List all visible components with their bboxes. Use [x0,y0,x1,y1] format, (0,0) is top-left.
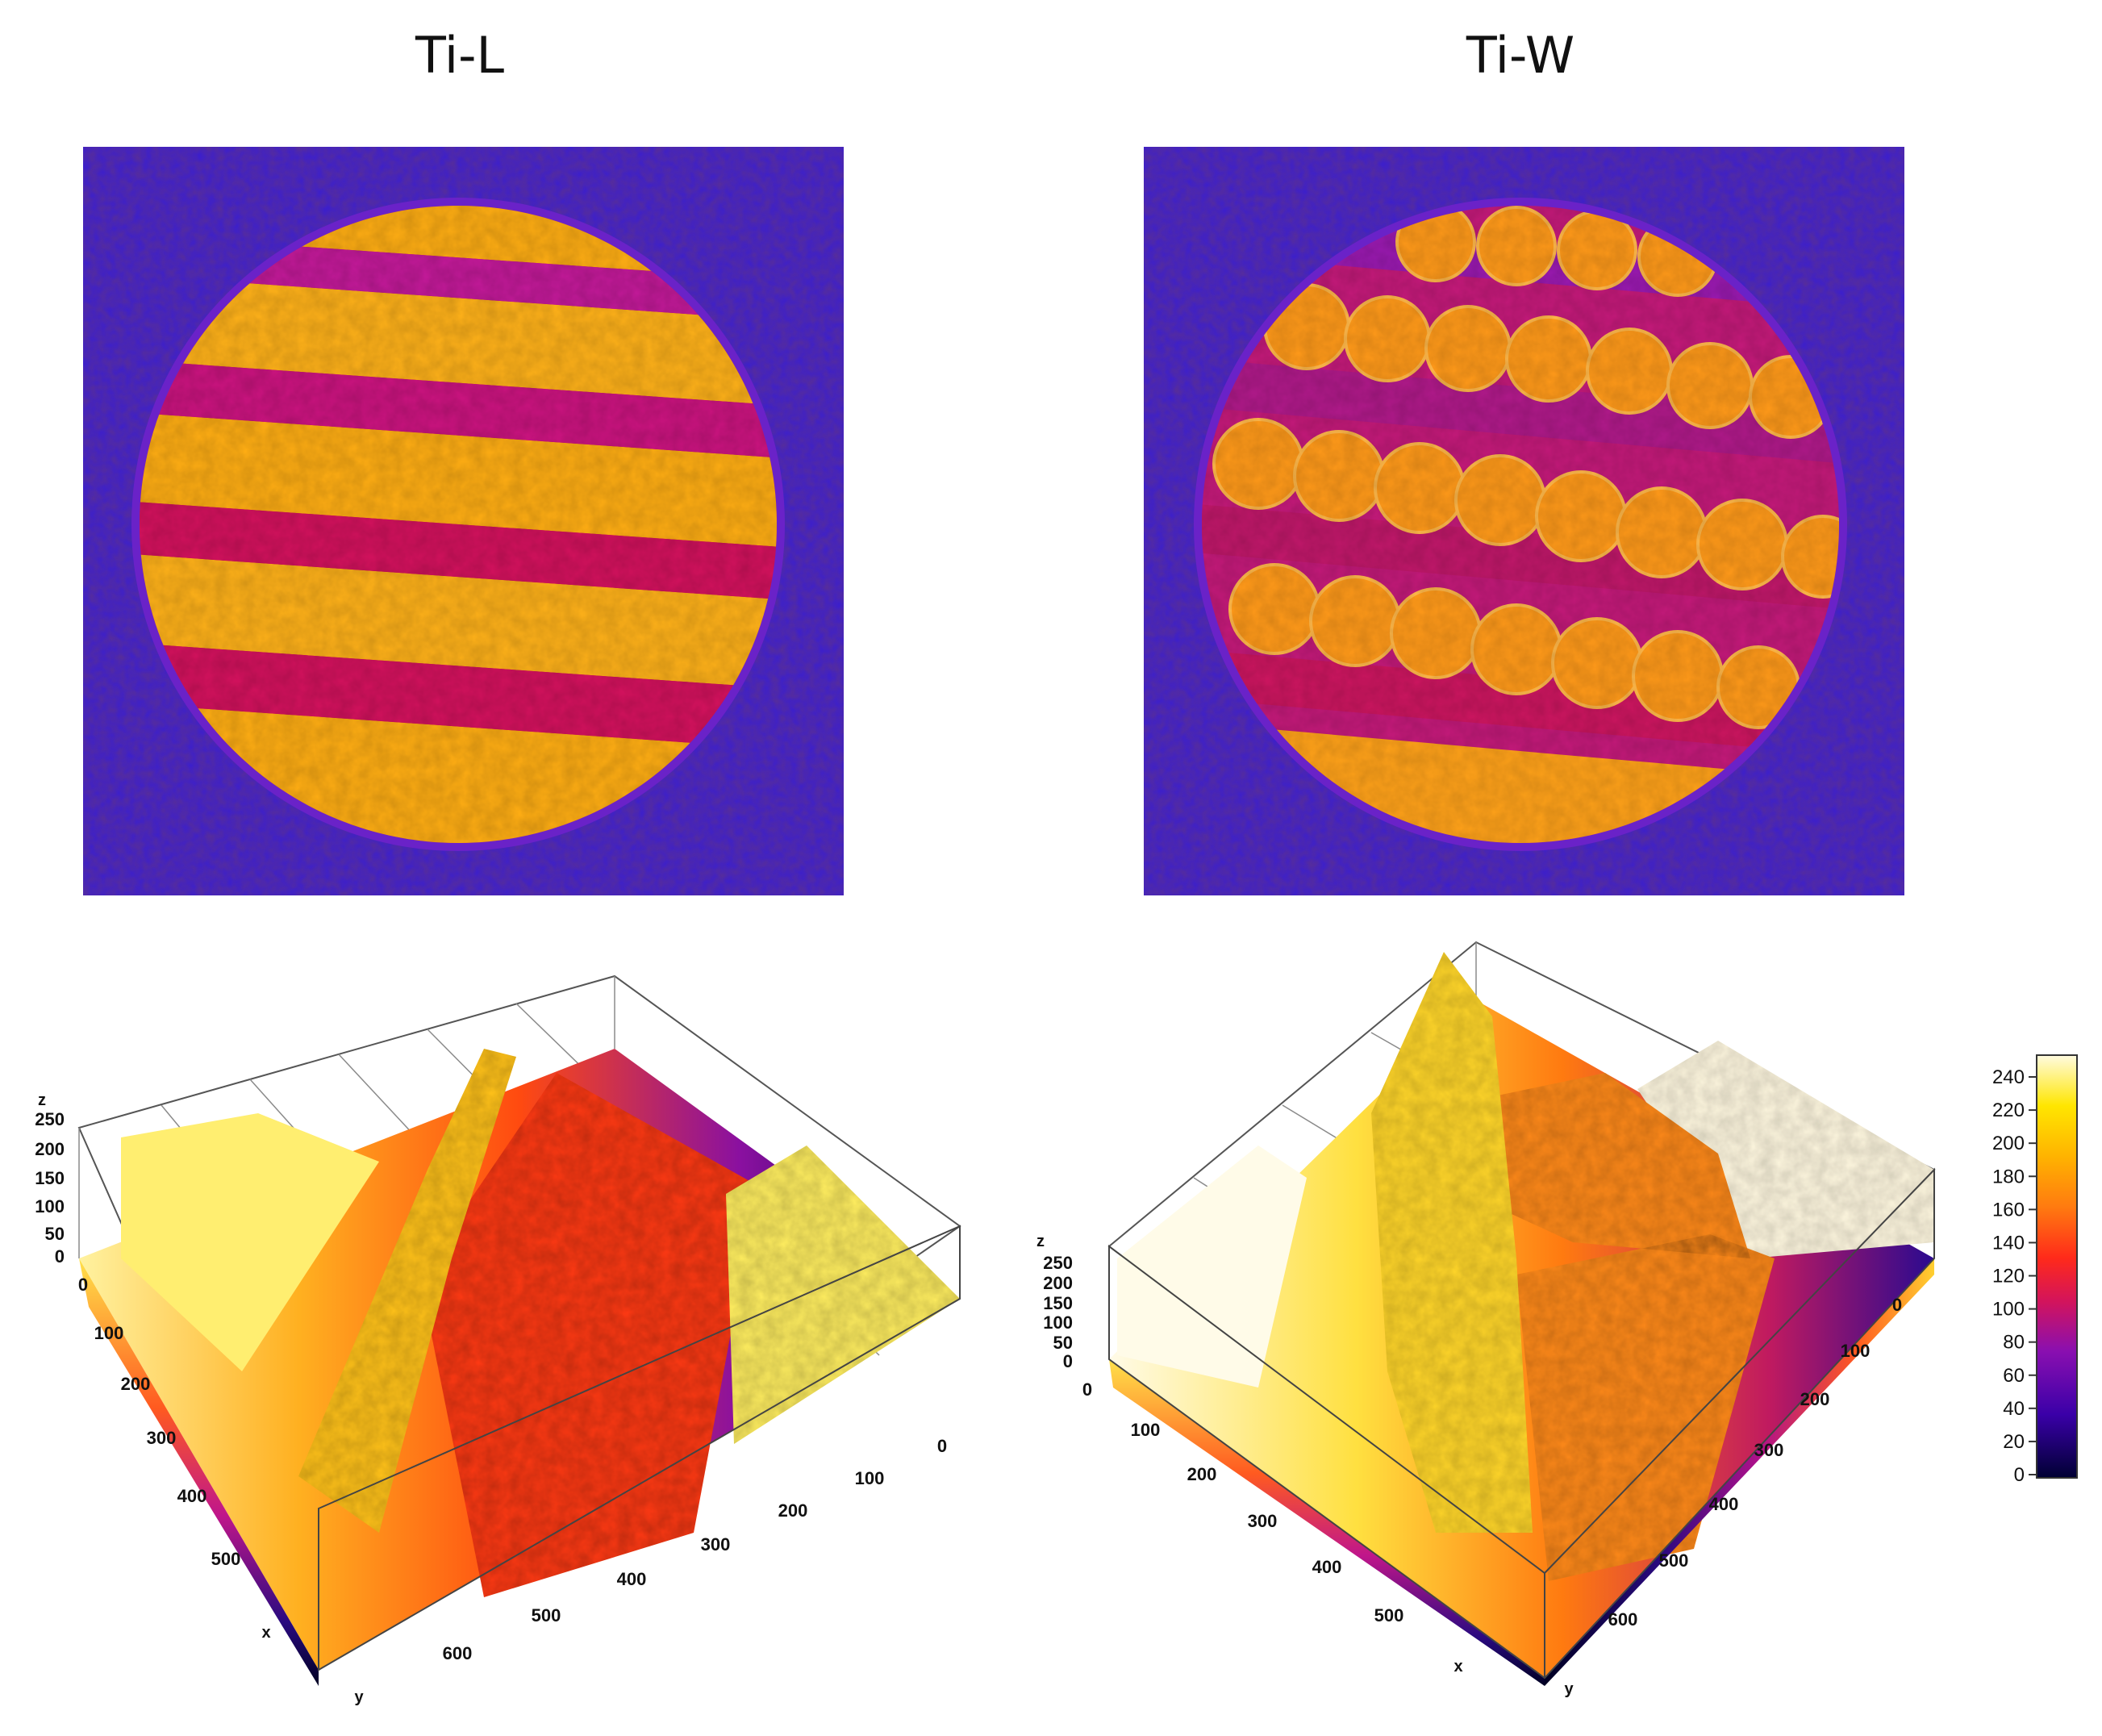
right-y-tick-600: 600 [1608,1609,1638,1630]
panel-title-right: Ti-W [1466,26,1574,85]
right-z-tick-200: 200 [1043,1273,1073,1293]
right-y-tick-0: 0 [1892,1295,1902,1315]
left-y-tick-100: 100 [855,1468,885,1488]
micrograph-left [83,147,844,895]
left-z-tick-50: 50 [45,1224,65,1244]
right-y-tick-100: 100 [1841,1341,1871,1361]
left-y-tick-500: 500 [532,1605,561,1625]
colorbar-tick-label: 120 [1992,1266,2025,1287]
left-x-tick-200: 200 [121,1374,151,1394]
left-x-tick-0: 0 [78,1275,88,1295]
left-z-tick-200: 200 [35,1139,65,1159]
right-x-tick-500: 500 [1374,1605,1404,1625]
surface-plot-left: z 250 200 150 100 50 0 0 100 200 300 400… [35,974,961,1706]
right-z-tick-0: 0 [1063,1351,1073,1371]
left-y-label: y [354,1688,364,1706]
colorbar-tick-label: 100 [1992,1299,2025,1321]
right-z-tick-250: 250 [1043,1253,1073,1273]
right-x-tick-300: 300 [1248,1511,1278,1531]
left-y-tick-0: 0 [937,1436,947,1456]
right-z-tick-100: 100 [1043,1312,1073,1333]
right-y-label: y [1564,1680,1574,1698]
left-y-tick-400: 400 [617,1569,647,1589]
right-z-tick-150: 150 [1043,1293,1073,1313]
colorbar-tick-label: 0 [2014,1464,2025,1486]
left-z-tick-250: 250 [35,1109,65,1129]
right-x-tick-100: 100 [1131,1420,1161,1440]
colorbar-tick-label: 200 [1992,1133,2025,1154]
right-y-tick-500: 500 [1659,1550,1689,1571]
colorbar-tick-label: 180 [1992,1166,2025,1187]
right-x-tick-0: 0 [1082,1379,1092,1400]
colorbar-gradient [2036,1054,2078,1479]
left-y-tick-600: 600 [443,1643,473,1663]
colorbar-tick-label: 60 [2003,1365,2025,1387]
left-z-label: z [38,1091,46,1109]
right-z-label: z [1036,1233,1045,1250]
left-z-tick-0: 0 [55,1246,65,1267]
right-y-tick-300: 300 [1754,1440,1784,1460]
colorbar-tick-label: 40 [2003,1398,2025,1420]
right-y-tick-200: 200 [1800,1389,1830,1409]
left-y-tick-300: 300 [701,1534,731,1554]
left-z-tick-150: 150 [35,1168,65,1188]
colorbar-tick-label: 240 [1992,1066,2025,1088]
right-x-tick-400: 400 [1312,1557,1342,1577]
colorbar-tick-label: 20 [2003,1431,2025,1453]
colorbar-tick-label: 80 [2003,1332,2025,1354]
colorbar-tick-label: 220 [1992,1100,2025,1121]
left-x-tick-100: 100 [94,1323,124,1343]
right-x-label: x [1453,1658,1462,1675]
left-x-tick-500: 500 [211,1549,241,1569]
right-z-tick-50: 50 [1053,1333,1073,1353]
panel-title-left: Ti-L [415,26,505,85]
left-x-label: x [261,1624,270,1642]
left-x-tick-400: 400 [177,1486,207,1506]
right-y-tick-400: 400 [1709,1494,1739,1514]
colorbar-tick-label: 160 [1992,1199,2025,1221]
surface-plot-right: z 250 200 150 100 50 0 0 100 200 300 400… [1036,941,1936,1698]
right-x-tick-200: 200 [1187,1464,1217,1484]
colorbar-tick-label: 140 [1992,1232,2025,1254]
micrograph-right [1144,147,1904,895]
left-z-tick-100: 100 [35,1196,65,1216]
left-x-tick-300: 300 [147,1428,177,1448]
left-y-tick-200: 200 [778,1500,808,1521]
